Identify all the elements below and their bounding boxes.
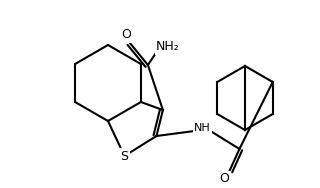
- Text: NH: NH: [194, 123, 211, 133]
- Text: O: O: [220, 173, 229, 186]
- Text: NH₂: NH₂: [156, 40, 180, 54]
- Text: S: S: [120, 149, 128, 162]
- Text: O: O: [121, 29, 131, 42]
